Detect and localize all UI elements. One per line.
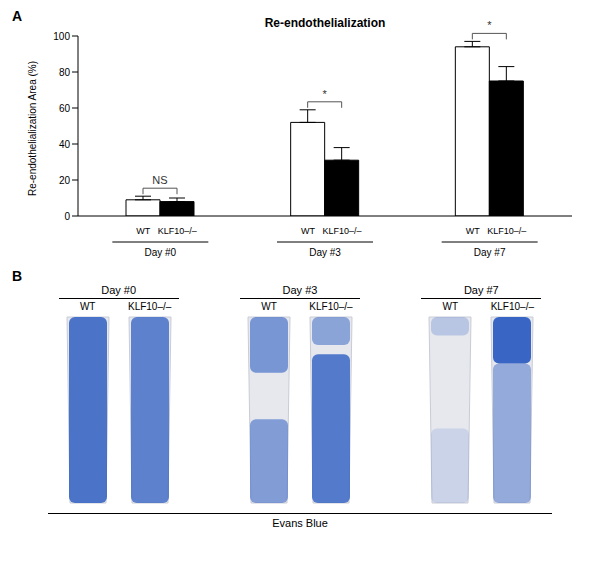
svg-text:Day #3: Day #3 [309,247,341,258]
svg-text:WT: WT [136,226,150,236]
html-text:Evans Blue: Evans Blue [272,517,328,529]
svg-text:*: * [323,88,328,100]
svg-text:*: * [487,19,492,31]
svg-text:40: 40 [59,139,71,150]
svg-text:80: 80 [59,67,71,78]
html-text:Day #3: Day #3 [282,284,318,296]
svg-text:100: 100 [53,31,70,42]
svg-text:60: 60 [59,103,71,114]
svg-text:20: 20 [59,175,71,186]
html-text:WT: WT [261,301,277,312]
html-text:WT: WT [79,301,96,312]
svg-text:KLF10–/–: KLF10–/– [158,226,197,236]
svg-text:KLF10–/–: KLF10–/– [487,226,526,236]
html-text:Re-endothelialization: Re-endothelialization [264,16,386,30]
html-text:B: B [12,268,23,284]
html-text:KLF10–/–: KLF10–/– [490,301,534,312]
svg-text:Day #7: Day #7 [474,247,506,258]
svg-text:Re-endothelialization Area (%): Re-endothelialization Area (%) [27,61,38,196]
html-text:WT: WT [442,301,459,312]
html-text:Day #7: Day #7 [463,284,499,296]
svg-text:Day #0: Day #0 [144,247,176,258]
html-text:KLF10–/–: KLF10–/– [309,301,353,312]
svg-text:WT: WT [301,226,315,236]
html-text:A: A [12,8,23,24]
svg-text:KLF10–/–: KLF10–/– [322,226,361,236]
html-text:Day #0: Day #0 [101,284,137,296]
svg-text:0: 0 [64,211,70,222]
svg-text:WT: WT [466,226,480,236]
html-text:KLF10–/–: KLF10–/– [128,301,172,312]
svg-text:NS: NS [152,174,167,186]
